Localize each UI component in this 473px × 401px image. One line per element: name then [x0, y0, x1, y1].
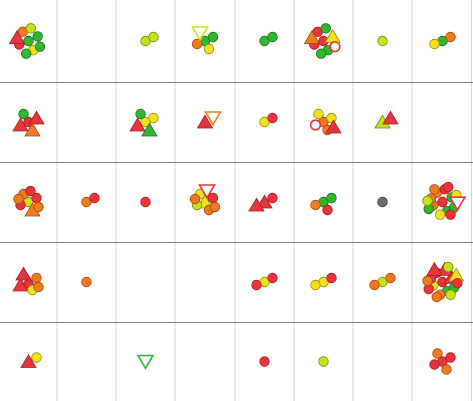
red-circle-marker [25, 185, 36, 197]
lime-circle-marker [445, 289, 456, 300]
yellow-circle-marker [435, 209, 446, 220]
red-circle-marker [267, 192, 278, 204]
orange-circle-marker [31, 272, 42, 284]
red-circle-marker [445, 209, 456, 220]
orange-circle-marker [385, 272, 396, 284]
yellow-circle-marker [429, 38, 440, 50]
orange-circle-marker [33, 281, 44, 293]
red-circle-marker [326, 272, 337, 284]
orange-triangle-marker [24, 122, 41, 137]
orange-circle-marker [33, 201, 44, 213]
red-triangle-marker [426, 261, 443, 276]
red-circle-marker [309, 119, 322, 131]
green-circle-marker [207, 31, 219, 43]
orange-circle-marker [189, 193, 201, 205]
red-circle-marker [437, 196, 448, 208]
red-triangle-marker [196, 114, 214, 129]
green-circle-marker [320, 23, 332, 34]
orange-circle-marker [81, 276, 92, 288]
green-circle-marker [32, 31, 43, 42]
red-triangle-marker [20, 353, 37, 368]
green-circle-marker [34, 41, 46, 52]
orange-circle-marker [432, 348, 443, 359]
orange-circle-marker [441, 364, 452, 375]
red-triangle-marker [248, 197, 265, 212]
yellow-circle-marker [313, 108, 324, 120]
red-circle-marker [251, 279, 262, 291]
red-circle-marker [322, 204, 333, 216]
green-triangle-down-marker [136, 354, 155, 370]
yellow-circle-marker [148, 112, 159, 124]
yellow-circle-marker [203, 43, 215, 55]
orange-circle-marker [422, 275, 433, 287]
green-circle-marker [135, 108, 146, 120]
red-triangle-marker [15, 266, 32, 281]
red-circle-marker [267, 112, 278, 124]
orange-circle-marker [191, 38, 203, 50]
red-triangle-marker [382, 110, 399, 125]
green-circle-marker [316, 48, 327, 59]
red-triangle-marker [12, 277, 29, 292]
red-triangle-down-marker [448, 196, 467, 212]
orange-circle-marker [369, 279, 380, 291]
red-circle-marker [259, 356, 270, 367]
lime-circle-marker [377, 35, 388, 47]
yellow-circle-marker [310, 279, 321, 291]
red-triangle-marker [325, 119, 342, 134]
lime-circle-marker [422, 195, 433, 207]
green-triangle-marker [141, 122, 158, 137]
lime-triangle-down-marker [191, 26, 209, 42]
red-circle-marker [452, 277, 463, 289]
orange-circle-marker [209, 201, 221, 213]
red-circle-marker [329, 41, 341, 53]
red-circle-marker [140, 196, 151, 208]
yellow-circle-marker [326, 112, 337, 124]
red-triangle-marker [8, 30, 26, 44]
lime-circle-marker [318, 356, 329, 367]
green-circle-marker [267, 31, 278, 43]
green-circle-marker [21, 48, 32, 59]
gray-circle-marker [377, 196, 388, 208]
red-triangle-marker [12, 117, 29, 132]
red-circle-marker [89, 192, 100, 204]
orange-circle-marker [431, 291, 442, 303]
orange-triangle-down-marker [204, 111, 222, 127]
lime-circle-marker [148, 31, 159, 43]
red-triangle-down-marker [198, 184, 216, 200]
red-triangle-marker [28, 110, 45, 125]
red-triangle-marker [129, 117, 146, 132]
lime-circle-marker [443, 261, 454, 273]
yellow-circle-marker [31, 352, 42, 363]
orange-circle-marker [13, 193, 24, 205]
orange-circle-marker [445, 31, 456, 43]
green-circle-marker [326, 192, 337, 204]
red-circle-marker [445, 352, 456, 363]
orange-circle-marker [429, 184, 440, 195]
green-circle-marker [18, 108, 29, 120]
orange-triangle-marker [303, 30, 321, 44]
red-circle-marker [429, 359, 440, 370]
red-circle-marker [443, 181, 454, 193]
red-circle-marker [267, 272, 278, 284]
green-circle-marker [23, 35, 34, 47]
orange-circle-marker [310, 199, 321, 211]
lime-circle-marker [25, 23, 37, 34]
